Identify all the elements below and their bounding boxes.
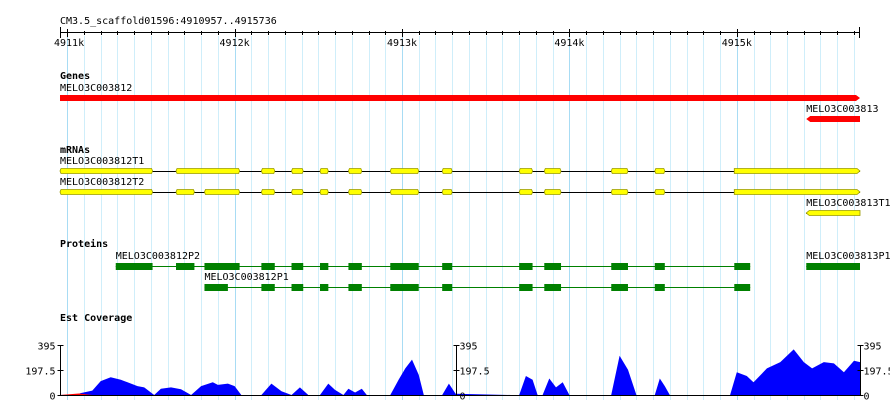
exon-block [518,189,533,195]
protein-label: MELO3C003812P2 [116,251,200,262]
protein-block [442,263,453,270]
exon-block [260,189,276,195]
protein-block [348,284,362,291]
exon-block [654,189,666,195]
protein-block [544,284,562,291]
protein-block [291,284,304,291]
exon-block [319,189,329,195]
exon-block [175,189,195,195]
gene-label: MELO3C003812 [60,83,132,94]
exon-block [175,168,241,174]
coverage-area [60,349,860,395]
coverage-axis-label: 0 [864,392,870,400]
protein-block [734,263,751,270]
coverage-axis-label: 0 [460,392,466,400]
protein-block [204,263,240,270]
coverage-axis-label: 0 [49,392,55,400]
protein-block [806,263,860,270]
coverage-axis-label: 395 [37,342,55,353]
proteins-track: MELO3C003812P2 MELO3C003812P1 MELO3C003813… [115,251,890,291]
exon-block [518,168,533,174]
coverage-track: 395 197.5 0 395 197.5 0 395 197.5 0 [25,342,890,400]
mrna-label: MELO3C003812T1 [60,156,144,167]
exon-block [610,168,629,174]
protein-block [654,263,665,270]
exon-block [441,189,453,195]
protein-label: MELO3C003812P1 [204,272,288,283]
coverage-axis-label: 197.5 [25,367,55,378]
ruler-tick-label: 4914k [554,38,584,49]
mrna-label: MELO3C003812T2 [60,177,144,188]
coverage-axis-label: 395 [460,342,478,353]
exon-block [260,168,276,174]
protein-block [176,263,195,270]
protein-block [544,263,562,270]
coverage-axis-label: 197.5 [864,367,890,378]
protein-block [519,263,533,270]
protein-block [390,284,419,291]
ruler-tick-label: 4911k [54,38,84,49]
protein-block [115,263,153,270]
protein-block [611,263,628,270]
protein-block [319,284,329,291]
protein-block [261,284,275,291]
protein-block [261,263,275,270]
exon-block [543,168,562,174]
coverage-track-title: Est Coverage [60,313,132,324]
proteins-track-title: Proteins [60,238,108,250]
protein-block [442,284,453,291]
exon-block [389,168,420,174]
protein-block [291,263,304,270]
protein-block [519,284,533,291]
exon-block [319,168,329,174]
exon-block [389,189,420,195]
mrnas-track: MELO3C003812T1 MELO3C003812T2 MELO3C003813… [59,156,890,216]
mrna-label: MELO3C003813T1 [806,198,890,209]
exon-block [204,189,241,195]
gene-feature [60,95,860,101]
exon-block [441,168,453,174]
exon-block [610,189,629,195]
protein-block [204,284,228,291]
genes-track: MELO3C003812 MELO3C003813 [60,83,879,122]
exon-block [59,189,154,195]
coverage-axis-label: 395 [864,342,882,353]
exon-block [291,189,304,195]
ruler[interactable]: 4911k 4912k 4913k 4914k 4915k [54,27,860,49]
exon-block [654,168,666,174]
exon-block [733,189,861,195]
protein-label: MELO3C003813P1 [806,251,890,262]
exon-block [543,189,562,195]
region-label: CM3.5_scaffold01596:4910957..4915736 [60,16,277,27]
exon-block [59,168,154,174]
ruler-tick-label: 4915k [722,38,752,49]
exon-block [733,168,861,174]
ruler-tick-label: 4912k [220,38,250,49]
protein-block [611,284,628,291]
genes-track-title: Genes [60,71,90,82]
exon-block [291,168,304,174]
protein-block [654,284,665,291]
protein-block [734,284,751,291]
protein-block [390,263,419,270]
protein-block [319,263,329,270]
coverage-axis-label: 197.5 [460,367,490,378]
exon-block [347,168,363,174]
exon-block [805,210,861,216]
mrnas-track-title: mRNAs [60,145,90,156]
ruler-tick-label: 4913k [387,38,417,49]
gene-feature [806,116,860,122]
coverage-low-segment [60,393,93,395]
gene-label: MELO3C003813 [806,104,878,115]
protein-block [348,263,362,270]
exon-block [347,189,363,195]
